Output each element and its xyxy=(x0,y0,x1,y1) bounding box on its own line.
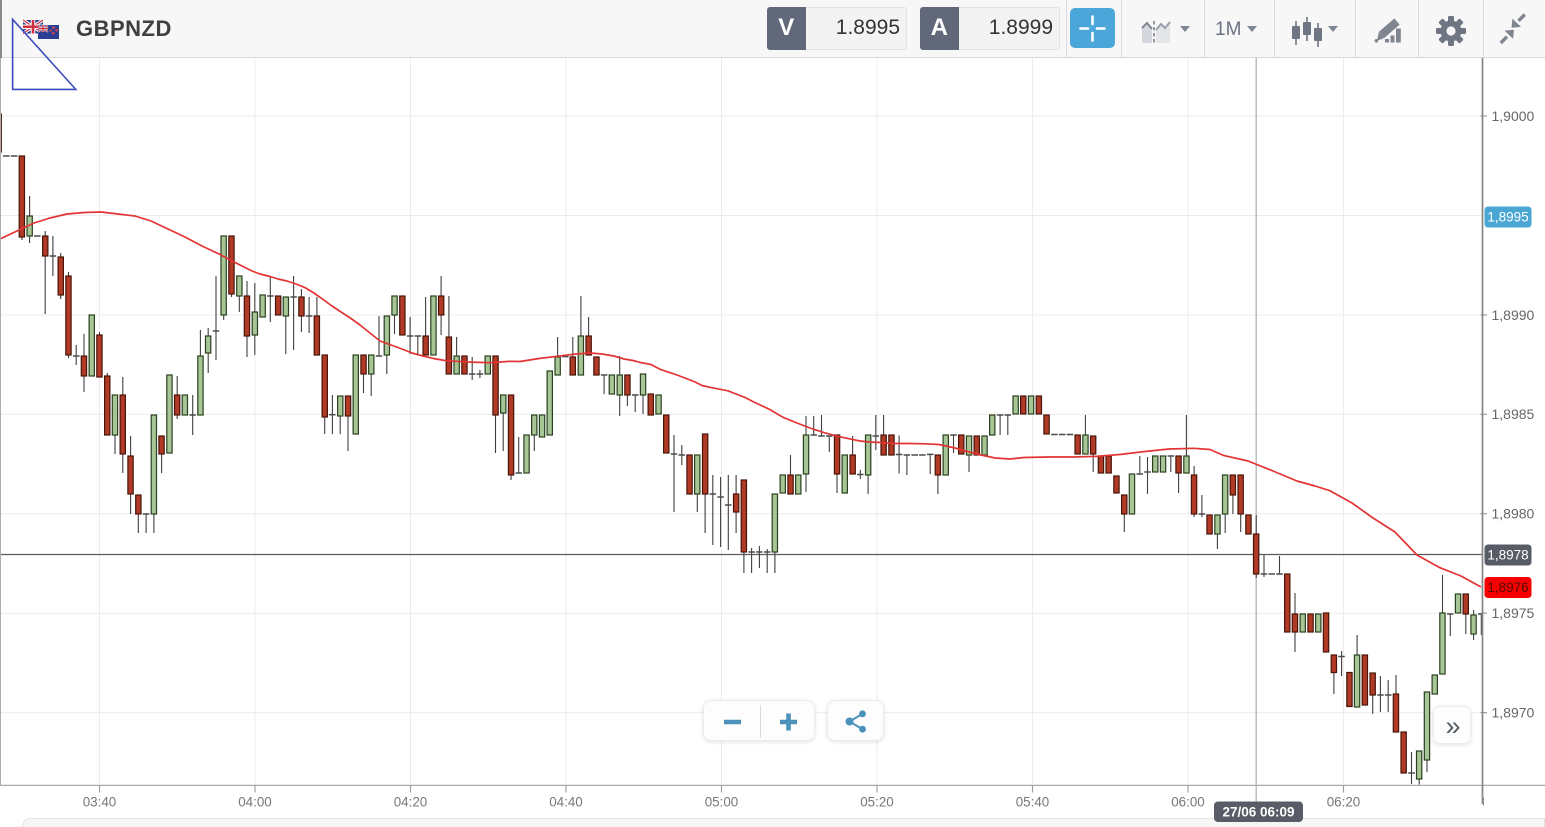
svg-text:1,9000: 1,9000 xyxy=(1492,108,1535,124)
svg-text:1,8995: 1,8995 xyxy=(1487,210,1528,225)
svg-text:1,8978: 1,8978 xyxy=(1487,548,1528,563)
svg-text:04:20: 04:20 xyxy=(394,795,428,810)
svg-text:03:40: 03:40 xyxy=(83,795,117,810)
svg-text:04:40: 04:40 xyxy=(549,795,583,810)
svg-text:06:00: 06:00 xyxy=(1171,795,1205,810)
svg-text:05:40: 05:40 xyxy=(1016,795,1050,810)
svg-text:06:40: 06:40 xyxy=(1482,795,1516,810)
svg-text:05:20: 05:20 xyxy=(860,795,894,810)
svg-text:1,8975: 1,8975 xyxy=(1492,605,1535,621)
svg-text:1,8980: 1,8980 xyxy=(1492,506,1535,522)
svg-text:27/06 06:09: 27/06 06:09 xyxy=(1222,805,1294,820)
svg-text:04:00: 04:00 xyxy=(238,795,272,810)
svg-text:06:20: 06:20 xyxy=(1327,795,1361,810)
svg-text:05:00: 05:00 xyxy=(705,795,739,810)
svg-text:1,8990: 1,8990 xyxy=(1492,307,1535,323)
svg-text:1,8976: 1,8976 xyxy=(1487,580,1528,595)
svg-text:1,8970: 1,8970 xyxy=(1492,704,1535,720)
svg-text:1,8985: 1,8985 xyxy=(1492,406,1535,422)
